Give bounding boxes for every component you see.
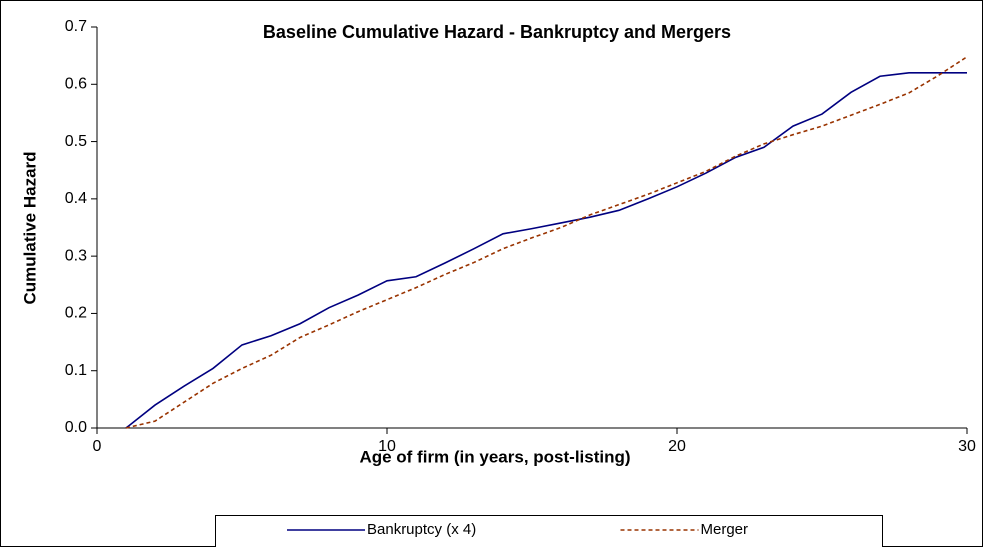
x-axis-label: Age of firm (in years, post-listing)	[359, 447, 630, 466]
y-tick-label: 0.5	[65, 133, 87, 150]
y-tick-label: 0.3	[65, 247, 87, 264]
x-tick-label: 20	[668, 438, 686, 455]
legend-box	[215, 515, 883, 552]
chart-title: Baseline Cumulative Hazard - Bankruptcy …	[263, 22, 731, 42]
series-line	[125, 56, 968, 429]
y-tick-label: 0.0	[65, 419, 87, 436]
y-tick-label: 0.4	[65, 190, 87, 207]
x-tick-label: 10	[378, 438, 396, 455]
x-tick-label: 30	[958, 438, 976, 455]
y-tick-label: 0.1	[65, 362, 87, 379]
legend-label: Bankruptcy (x 4)	[367, 521, 476, 538]
x-tick-label: 0	[93, 438, 102, 455]
y-tick-label: 0.6	[65, 76, 87, 93]
y-tick-label: 0.7	[65, 18, 87, 35]
y-axis-label: Cumulative Hazard	[20, 151, 39, 304]
y-tick-label: 0.2	[65, 305, 87, 322]
legend-label: Merger	[701, 521, 749, 538]
series-line	[125, 72, 967, 429]
